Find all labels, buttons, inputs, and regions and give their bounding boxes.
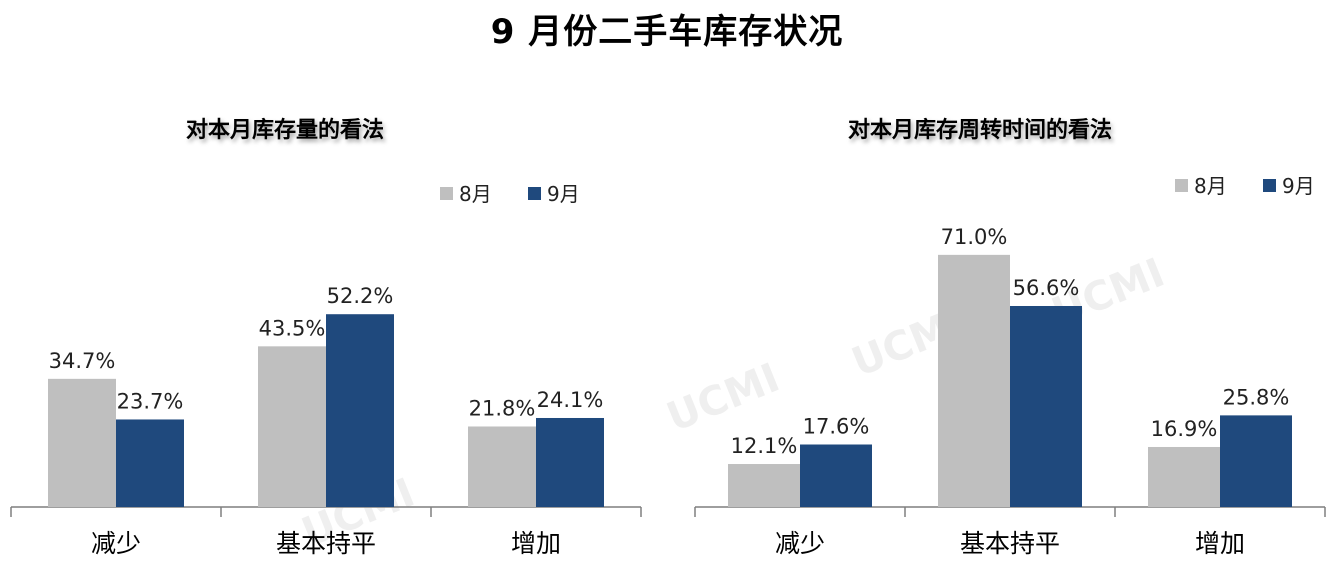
x-tick-label: 基本持平 — [960, 529, 1060, 558]
bar-aug — [48, 378, 116, 507]
x-tick-label: 增加 — [1195, 529, 1245, 558]
bar-sep — [800, 444, 872, 507]
chart-left: 34.7%23.7% 减少 43.5%52.2% 基本持平 21.8% 24.1% 增加 8月… — [10, 182, 642, 558]
data-label: 71.0% — [941, 225, 1008, 249]
data-label: 43.5% — [259, 316, 326, 340]
bar-sep — [536, 417, 604, 507]
bar-aug — [258, 346, 326, 507]
data-label: 52.2% — [327, 284, 394, 308]
legend-swatch — [1175, 179, 1188, 192]
data-label: 25.8% — [1223, 385, 1290, 409]
x-tick-label: 增加 — [511, 529, 561, 558]
bar-sep — [1220, 415, 1292, 507]
legend-label: 8月 — [459, 182, 492, 206]
bar-sep — [326, 314, 394, 507]
data-label: 16.9% — [1151, 417, 1218, 441]
chart-title-right: 对本月库存周转时间的看法 — [847, 118, 1112, 143]
data-label: 56.6% — [1013, 276, 1080, 300]
legend-label: 8月 — [1194, 174, 1227, 198]
x-tick-label: 减少 — [775, 529, 825, 558]
data-label: 21.8% — [469, 396, 536, 420]
bar-aug — [938, 254, 1010, 507]
chart-right: 12.1%17.6% 减少 71.0% 56.6% 基本持平 16.9%25.8% 增加 8月… — [694, 174, 1326, 558]
legend-swatch — [440, 187, 453, 200]
legend-label: 9月 — [547, 182, 580, 206]
legend-swatch — [528, 187, 541, 200]
data-label: 17.6% — [803, 414, 870, 438]
bar-aug — [468, 426, 536, 507]
data-label: 34.7% — [49, 349, 116, 373]
bar-aug — [728, 464, 800, 507]
data-label: 12.1% — [731, 434, 798, 458]
legend-label: 9月 — [1282, 174, 1315, 198]
bar-aug — [1148, 446, 1220, 507]
chart-title-left: 对本月库存量的看法 — [185, 118, 384, 143]
x-tick-label: 基本持平 — [276, 529, 376, 558]
page-title: 9 月份二手车库存状况 — [490, 12, 844, 52]
bar-sep — [116, 419, 184, 507]
bar-sep — [1010, 305, 1082, 507]
legend-swatch — [1263, 179, 1276, 192]
data-label: 24.1% — [537, 388, 604, 412]
data-label: 23.7% — [117, 389, 184, 413]
x-tick-label: 减少 — [91, 529, 141, 558]
